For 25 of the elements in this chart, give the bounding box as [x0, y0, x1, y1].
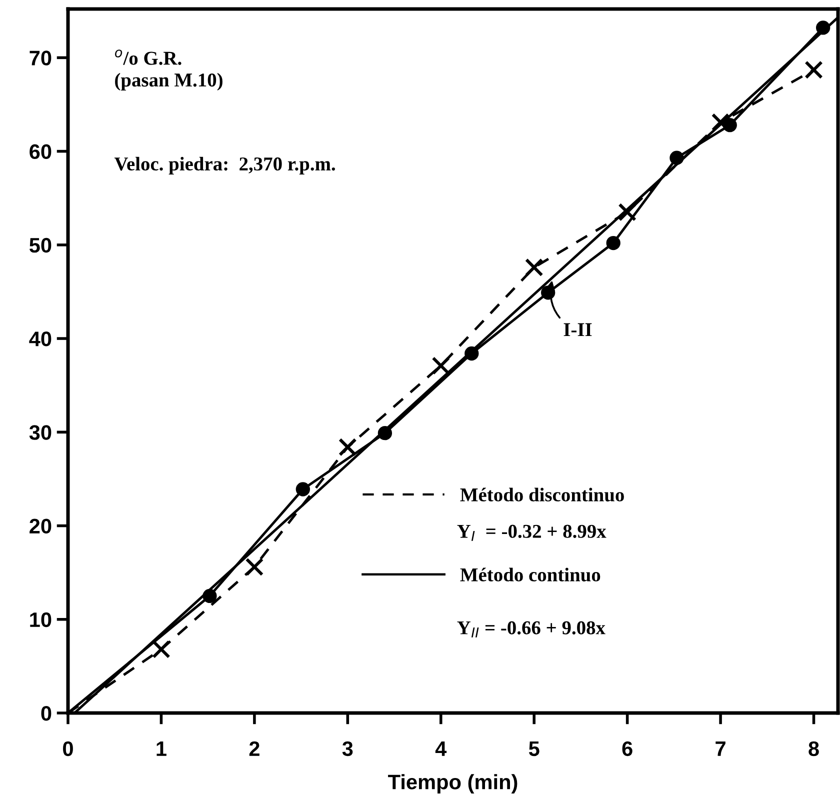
y-tick-label: 30	[29, 425, 52, 440]
y-tick-label: 40	[29, 332, 52, 346]
legend-label: Método continuo	[460, 568, 600, 582]
x-tick-label: 6	[622, 741, 632, 756]
y-tick-label: 50	[30, 238, 52, 253]
y-tick-label: 0	[41, 706, 52, 721]
annotation: I-II	[564, 323, 592, 336]
x-axis-title: Tiempo (min)	[388, 774, 518, 794]
x-tick-label: 0	[63, 741, 73, 756]
x-tick-label: 5	[528, 742, 540, 756]
x-tick-label: 3	[342, 741, 353, 756]
x-tick-label: 4	[435, 742, 447, 756]
x-tick-label: 1	[156, 742, 166, 756]
x-tick-label: 8	[808, 741, 819, 756]
y-tick-label: 10	[30, 612, 52, 628]
annotation: $^{o}$/o G.R. (pasan M.10)	[115, 50, 222, 91]
y-tick-label: 60	[30, 144, 52, 160]
annotation: Y$_{I}$ = -0.32 + 8.99x	[457, 524, 606, 541]
annotation: Y$_{II}$ = -0.66 + 9.08x	[457, 621, 606, 638]
y-tick-label: 70	[30, 50, 52, 66]
x-tick-label: 7	[716, 742, 726, 756]
x-tick-label: 2	[249, 741, 260, 756]
legend-label: Método discontinuo	[460, 488, 624, 502]
y-tick-label: 20	[30, 518, 52, 534]
annotation: Veloc. piedra: 2,370 r.p.m.	[114, 156, 335, 174]
